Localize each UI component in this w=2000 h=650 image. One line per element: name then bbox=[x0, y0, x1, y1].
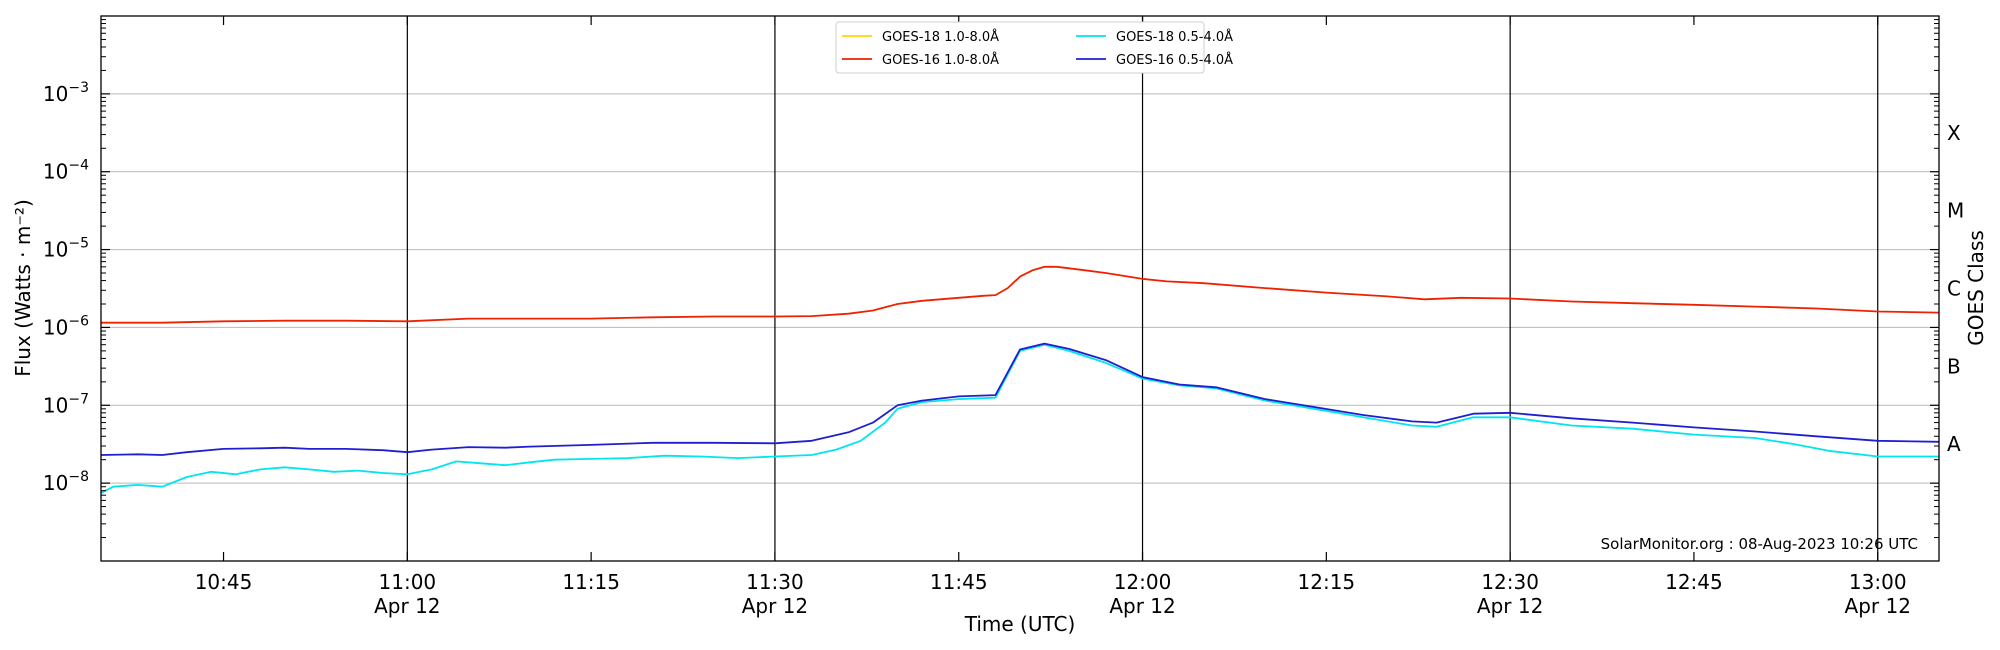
goes-class-label: M bbox=[1947, 199, 1964, 223]
y-tick-label: 10−5 bbox=[43, 236, 89, 262]
legend: GOES-18 1.0-8.0Å GOES-16 1.0-8.0Å GOES-18 … bbox=[835, 21, 1233, 74]
x-tick-label: 13:00 bbox=[1849, 570, 1907, 594]
goes-class-label: X bbox=[1947, 121, 1961, 145]
x-tick-label: 12:30 bbox=[1481, 570, 1539, 594]
y-tick-label: 10−4 bbox=[43, 158, 89, 184]
y-tick-label: 10−3 bbox=[43, 80, 89, 106]
x-axis-label: Time (UTC) bbox=[964, 612, 1076, 636]
y-axis-ticks: 10−8 10−7 10−6 10−5 10−4 10−3 bbox=[43, 19, 1939, 539]
legend-label: GOES-18 1.0-8.0Å bbox=[882, 29, 999, 45]
grid bbox=[101, 16, 1939, 561]
legend-label: GOES-16 1.0-8.0Å bbox=[882, 52, 999, 68]
x-tick-date-label: Apr 12 bbox=[742, 594, 808, 618]
legend-items: GOES-18 1.0-8.0Å GOES-16 1.0-8.0Å GOES-18 … bbox=[842, 29, 1233, 68]
goes-class-labels: A B C M X bbox=[1947, 121, 1964, 456]
goes-class-label: A bbox=[1947, 432, 1961, 456]
series-line bbox=[101, 265, 1940, 324]
x-tick-label: 11:30 bbox=[746, 570, 804, 594]
series-line bbox=[100, 343, 1939, 494]
plot-frame bbox=[100, 15, 1940, 562]
right-y-axis-label: GOES Class bbox=[1964, 230, 1988, 346]
y-tick-label: 10−8 bbox=[43, 469, 89, 495]
x-tick-date-label: Apr 12 bbox=[1477, 594, 1543, 618]
plot-background bbox=[101, 16, 1939, 561]
x-tick-label: 10:45 bbox=[195, 570, 253, 594]
x-tick-label: 12:45 bbox=[1665, 570, 1723, 594]
credit-text: SolarMonitor.org : 08-Aug-2023 10:26 UTC bbox=[1601, 535, 1918, 553]
y-tick-label: 10−6 bbox=[43, 313, 89, 339]
x-tick-label: 12:15 bbox=[1298, 570, 1356, 594]
legend-box bbox=[835, 21, 1205, 74]
series-line bbox=[100, 342, 1940, 456]
legend-label: GOES-18 0.5-4.0Å bbox=[1116, 29, 1233, 45]
x-tick-label: 11:45 bbox=[930, 570, 988, 594]
goes-class-label: C bbox=[1947, 277, 1961, 301]
legend-label: GOES-16 0.5-4.0Å bbox=[1116, 52, 1233, 68]
x-tick-date-label: Apr 12 bbox=[1845, 594, 1911, 618]
y-tick-label: 10−7 bbox=[43, 391, 89, 417]
x-tick-label: 11:15 bbox=[562, 570, 620, 594]
x-tick-label: 12:00 bbox=[1114, 570, 1172, 594]
x-tick-date-label: Apr 12 bbox=[1109, 594, 1175, 618]
series-lines bbox=[100, 265, 1940, 494]
y-axis-label: Flux (Watts · m⁻²) bbox=[11, 199, 35, 377]
x-tick-date-label: Apr 12 bbox=[374, 594, 440, 618]
goes-class-label: B bbox=[1947, 354, 1961, 378]
x-tick-label: 11:00 bbox=[379, 570, 437, 594]
